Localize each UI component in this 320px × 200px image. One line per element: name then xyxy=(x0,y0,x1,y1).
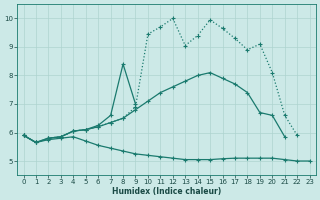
X-axis label: Humidex (Indice chaleur): Humidex (Indice chaleur) xyxy=(112,187,221,196)
